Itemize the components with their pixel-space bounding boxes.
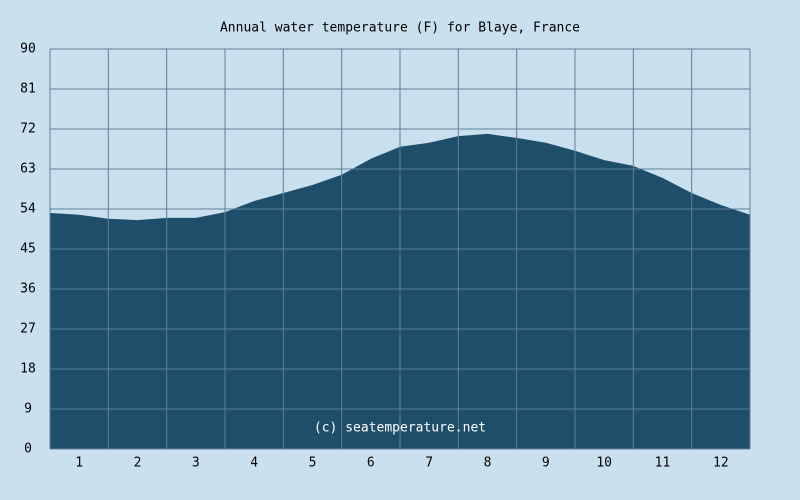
- y-tick-label: 45: [20, 242, 36, 257]
- x-tick-label: 3: [192, 456, 200, 471]
- x-tick-label: 12: [713, 456, 729, 471]
- y-tick-label: 36: [20, 282, 36, 297]
- x-tick-label: 2: [134, 456, 142, 471]
- y-tick-label: 90: [20, 42, 36, 57]
- chart-title: Annual water temperature (F) for Blaye, …: [220, 21, 580, 36]
- x-tick-label: 10: [596, 456, 612, 471]
- y-tick-label: 0: [24, 442, 32, 457]
- y-tick-label: 18: [20, 362, 36, 377]
- x-tick-label: 9: [542, 456, 550, 471]
- y-tick-label: 54: [20, 202, 36, 217]
- y-tick-label: 27: [20, 322, 36, 337]
- x-tick-label: 5: [309, 456, 317, 471]
- y-tick-label: 63: [20, 162, 36, 177]
- x-tick-label: 11: [655, 456, 671, 471]
- y-tick-label: 72: [20, 122, 36, 137]
- x-tick-label: 7: [425, 456, 433, 471]
- x-tick-label: 1: [75, 456, 83, 471]
- x-tick-label: 6: [367, 456, 375, 471]
- y-tick-label: 9: [24, 402, 32, 417]
- y-tick-label: 81: [20, 82, 36, 97]
- watermark: (c) seatemperature.net: [314, 421, 486, 436]
- x-tick-label: 4: [250, 456, 258, 471]
- x-tick-label: 8: [484, 456, 492, 471]
